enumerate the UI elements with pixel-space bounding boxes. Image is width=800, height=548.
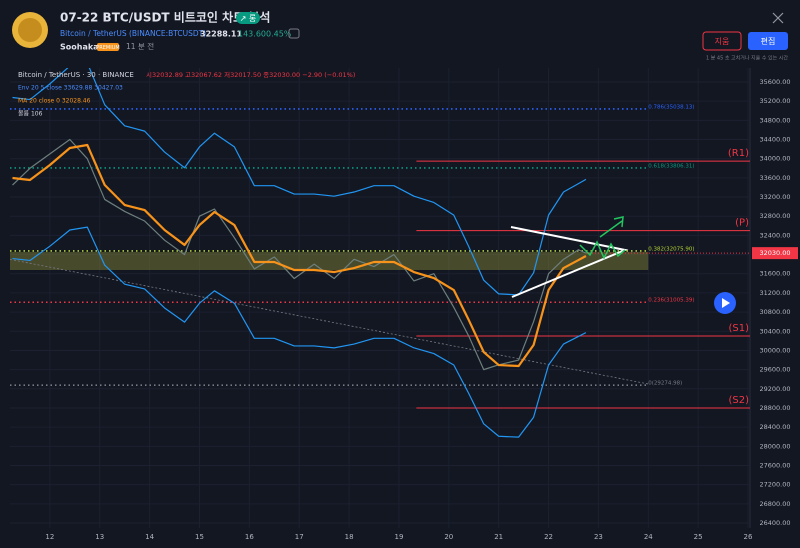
premium-badge: PREMIUM <box>96 45 119 51</box>
x-tick-label: 25 <box>694 533 703 541</box>
fib-label: 0.236(31005.39) <box>648 298 694 304</box>
y-tick-label: 34000.00 <box>759 155 790 163</box>
pivot-label: (R1) <box>728 148 749 159</box>
legend-ohlc: 시32032.89 고32067.62 저32017.50 종32030.00 … <box>146 70 355 79</box>
axes: 26400.00 26800.00 27200.00 27600.00 28000.00… <box>45 78 798 541</box>
fib-label: 0(29274.98) <box>648 381 682 387</box>
badge-bg <box>236 12 260 24</box>
y-tick-label: 29600.00 <box>759 366 790 374</box>
x-tick-label: 23 <box>594 533 603 541</box>
x-tick-label: 16 <box>245 533 254 541</box>
change: 143.60 <box>238 30 266 39</box>
envelope-line <box>12 68 587 296</box>
ma-line <box>12 143 587 368</box>
price-line <box>12 138 587 371</box>
y-tick-label: 31200.00 <box>759 289 790 297</box>
y-tick-label: 26800.00 <box>759 500 790 508</box>
price: 32288.11 <box>200 30 242 39</box>
y-tick-label: 33200.00 <box>759 193 790 201</box>
long-badge: ↗ 롱 <box>240 14 257 23</box>
legend-symbol: Bitcoin / TetherUS · 30 · BINANCE <box>18 71 134 79</box>
pivot-label: (S2) <box>728 395 749 406</box>
idea-title: 07-22 BTC/USDT 비트코인 차트 분석 <box>60 10 270 25</box>
y-tick-label: 30400.00 <box>759 327 790 335</box>
drawings <box>510 216 736 314</box>
x-tick-label: 14 <box>145 533 154 541</box>
y-tick-label: 27600.00 <box>759 461 790 469</box>
y-tick-label: 29200.00 <box>759 385 790 393</box>
x-tick-label: 15 <box>195 533 204 541</box>
avatar-inner <box>18 18 42 42</box>
x-tick-label: 24 <box>644 533 653 541</box>
delete-button[interactable] <box>702 31 742 51</box>
y-tick-label: 27200.00 <box>759 481 790 489</box>
post-time: 11 분 전 <box>126 41 154 51</box>
y-tick-label: 32400.00 <box>759 231 790 239</box>
plot <box>10 68 750 438</box>
x-tick-label: 12 <box>45 533 54 541</box>
close-button[interactable] <box>772 12 784 24</box>
symbol-link[interactable]: Bitcoin / TetherUS (BINANCE:BTCUSDT) <box>60 29 206 38</box>
x-tick-label: 19 <box>394 533 403 541</box>
fib-label: 0.786(35038.13) <box>648 104 694 110</box>
y-tick-label: 30800.00 <box>759 308 790 316</box>
support-zone <box>10 252 649 271</box>
y-tick-label: 26400.00 <box>759 519 790 527</box>
x-tick-label: 17 <box>295 533 304 541</box>
copy-icon[interactable] <box>288 28 300 39</box>
trend-line <box>10 258 649 385</box>
envelope-line <box>12 226 587 438</box>
edit-note: 1 분 45 초 고치거나 지울 수 있는 시간 <box>706 55 788 62</box>
y-tick-label: 28400.00 <box>759 423 790 431</box>
fib-label: 0.382(32075.90) <box>648 246 694 252</box>
y-tick-label: 28000.00 <box>759 442 790 450</box>
edit-label: 편집 <box>761 36 776 46</box>
legend-indicator: Env 20 5 close 33629.88 30427.03 <box>18 85 123 92</box>
zigzag <box>579 240 626 260</box>
y-tick-label: 33600.00 <box>759 174 790 182</box>
x-tick-label: 21 <box>494 533 503 541</box>
x-tick-label: 18 <box>345 533 354 541</box>
replay-icon <box>722 298 730 308</box>
x-tick-label: 26 <box>744 533 753 541</box>
y-tick-label: 28800.00 <box>759 404 790 412</box>
edit-button[interactable] <box>748 32 788 50</box>
x-tick-label: 13 <box>95 533 104 541</box>
y-tick-label: 35200.00 <box>759 97 790 105</box>
last-price-label: 32030.00 <box>759 249 790 257</box>
x-tick-label: 22 <box>544 533 553 541</box>
x-tick-label: 20 <box>444 533 453 541</box>
legend-indicator: MA 20 close 0 32028.46 <box>18 98 91 105</box>
y-tick-label: 30000.00 <box>759 346 790 354</box>
pivot-label: (P) <box>735 218 749 229</box>
change-pct: 0.45% <box>266 30 292 39</box>
legend: Bitcoin / TetherUS · 30 · BINANCE 시32032.… <box>18 70 355 118</box>
legend-indicator: 볼륨 106 <box>18 111 43 118</box>
premium-bg <box>97 43 119 51</box>
y-tick-label: 31600.00 <box>759 270 790 278</box>
pivot-label: (S1) <box>728 323 749 334</box>
y-tick-label: 34400.00 <box>759 136 790 144</box>
y-tick-label: 35600.00 <box>759 78 790 86</box>
last-price-tag <box>752 247 798 260</box>
grid <box>10 68 750 528</box>
breakout-arrow <box>599 216 624 238</box>
delete-label: 지움 <box>715 37 730 46</box>
fib-label: 0.618(33806.31) <box>648 163 694 169</box>
author[interactable]: Soohakant <box>60 43 108 52</box>
y-tick-label: 32800.00 <box>759 212 790 220</box>
y-tick-label: 34800.00 <box>759 116 790 124</box>
